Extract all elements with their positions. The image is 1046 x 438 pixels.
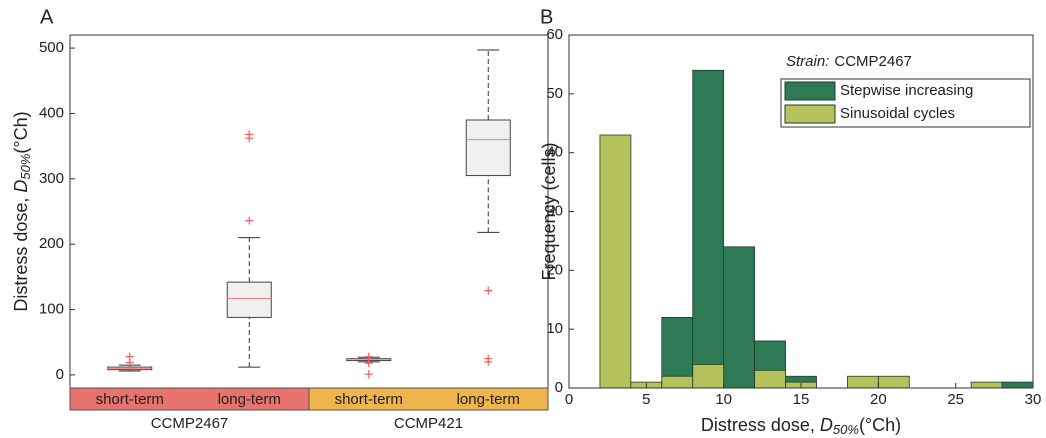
group-label: CCMP421 [394, 415, 463, 432]
outlier [364, 359, 373, 368]
label-symbol: D [11, 180, 31, 193]
x-tick-label: 30 [1025, 391, 1042, 408]
histogram-bar [692, 69, 725, 389]
label-unit: (°Ch) [11, 111, 31, 153]
y-tick-label: 0 [56, 366, 64, 383]
legend-swatch [784, 104, 836, 124]
panel-label: B [540, 6, 553, 28]
y-axis-label: Frequency (cells) [539, 142, 559, 280]
histogram-bar [847, 375, 879, 389]
label-text: Distress dose, [11, 193, 31, 312]
histogram-bar [692, 364, 725, 389]
outlier [245, 216, 254, 225]
x-tick-label: 0 [565, 391, 573, 408]
legend-label: Stepwise increasing [840, 82, 973, 99]
x-tick-label: short-term [335, 391, 403, 408]
label-subscript: 50% [833, 422, 859, 437]
y-tick-label: 60 [546, 26, 563, 43]
outlier [484, 357, 493, 366]
y-tick-label: 500 [39, 39, 64, 56]
group-label: CCMP2467 [151, 415, 229, 432]
y-tick-label: 0 [555, 379, 563, 396]
box [226, 281, 272, 318]
label-unit: (°Ch) [859, 415, 901, 435]
legend-title: Strain: CCMP2467 [786, 53, 912, 70]
axis-label: Distress dose, D50%(°Ch) [11, 111, 34, 311]
outlier [245, 134, 254, 143]
outlier [364, 370, 373, 379]
histogram-bar [599, 134, 632, 389]
x-tick-label: 25 [947, 391, 964, 408]
histogram-bar [754, 369, 786, 389]
x-tick-label: short-term [96, 391, 164, 408]
legend-label: Sinusoidal cycles [840, 105, 955, 122]
x-tick-label: long-term [218, 391, 281, 408]
x-tick-label: 20 [870, 391, 887, 408]
x-tick-label: 5 [642, 391, 650, 408]
y-tick-label: 10 [546, 320, 563, 337]
axis-label: Distress dose, D50%(°Ch) [701, 415, 901, 438]
y-tick-label: 30 [546, 202, 563, 219]
histogram-bar [723, 246, 756, 389]
legend-title-label: Strain: [786, 53, 829, 70]
label-symbol: D [820, 415, 833, 435]
legend-title-value: CCMP2467 [834, 53, 912, 70]
histogram-bar [1001, 381, 1034, 389]
panel-label: A [40, 6, 54, 28]
histogram-bar [661, 375, 694, 389]
outlier [125, 358, 134, 367]
histogram-bar [877, 375, 910, 389]
y-tick-label: 200 [39, 235, 64, 252]
label-text: Distress dose, [701, 415, 820, 435]
histogram-bar [970, 381, 1003, 389]
y-tick-label: 40 [546, 144, 563, 161]
axes-box [69, 34, 549, 389]
box [465, 119, 511, 177]
y-tick-label: 300 [39, 170, 64, 187]
label-subscript: 50% [18, 154, 33, 180]
y-tick-label: 20 [546, 261, 563, 278]
group-band [308, 387, 549, 411]
x-tick-label: 15 [793, 391, 810, 408]
y-tick-label: 100 [39, 301, 64, 318]
outlier [484, 286, 493, 295]
legend-swatch [784, 81, 836, 101]
y-tick-label: 50 [546, 85, 563, 102]
y-tick-label: 400 [39, 104, 64, 121]
x-tick-label: long-term [457, 391, 520, 408]
x-tick-label: 10 [715, 391, 732, 408]
